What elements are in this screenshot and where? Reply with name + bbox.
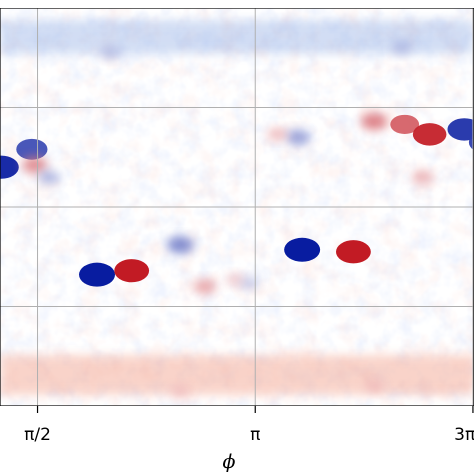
heatmap-feature-13 <box>390 114 420 135</box>
heatmap-feature-7 <box>193 279 217 295</box>
x-tick-label-2: 3π/2 <box>454 425 474 445</box>
heatmap-feature-17 <box>411 169 434 185</box>
heatmap-feature-4 <box>79 262 116 287</box>
heatmap-feature-2 <box>22 156 48 174</box>
heatmap-feature-3 <box>37 169 60 185</box>
heatmap-feature-8 <box>284 237 321 262</box>
heatmap-features <box>0 41 474 398</box>
gridlines <box>0 8 474 406</box>
heatmap-feature-11 <box>239 276 260 290</box>
heatmap-feature-9 <box>336 240 371 264</box>
heatmap-feature-15 <box>447 118 474 141</box>
heatmap-feature-14 <box>412 123 447 146</box>
heatmap-feature-6 <box>166 236 194 254</box>
heatmap-feature-19 <box>266 127 288 142</box>
heatmap-feature-12 <box>361 112 388 131</box>
heatmap-feature-20 <box>100 45 122 60</box>
heatmap-feature-22 <box>170 384 190 398</box>
heatmap-feature-0 <box>0 155 19 179</box>
heatmap-feature-5 <box>114 259 150 283</box>
x-tick-label-1: π <box>250 425 260 445</box>
heatmap-feature-21 <box>391 41 413 55</box>
heatmap-area <box>0 8 474 406</box>
x-tick-label-0: π/2 <box>24 425 51 445</box>
heatmap-feature-23 <box>364 379 384 393</box>
heatmap-feature-18 <box>285 129 310 146</box>
bottom-band-red <box>0 355 474 395</box>
x-axis: π/2 π 3π/2 <box>24 406 474 445</box>
x-axis-label: ϕ <box>223 451 236 473</box>
heatmap-feature-1 <box>16 138 48 160</box>
